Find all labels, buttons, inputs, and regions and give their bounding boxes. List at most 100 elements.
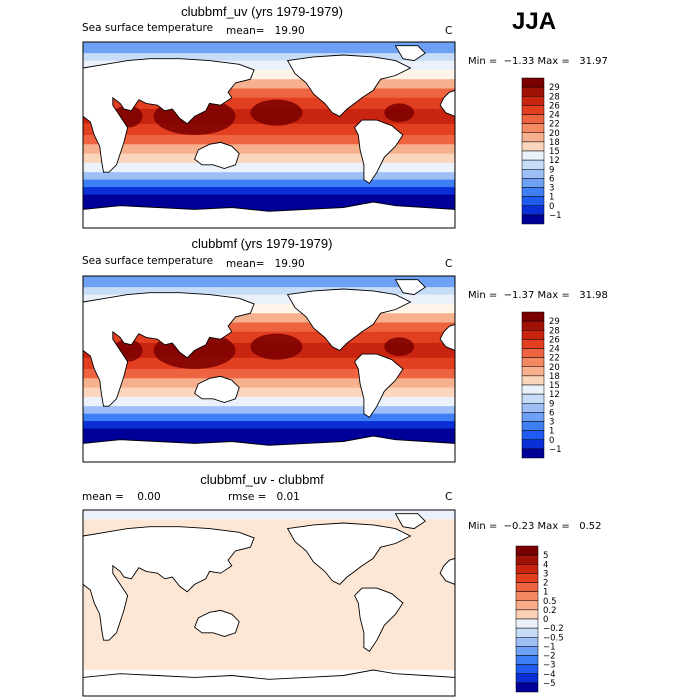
colorbar-label: 28: [549, 326, 560, 336]
colorbar-box: [521, 132, 545, 143]
colorbar-label: 15: [549, 147, 560, 157]
colorbar-label: −1: [549, 211, 562, 221]
continent-0: [82, 526, 255, 641]
colorbar-box: [515, 545, 539, 556]
colorbar-box: [521, 96, 545, 106]
colorbar-label: −0.2: [543, 624, 564, 634]
colorbar-box: [521, 105, 545, 115]
colorbar-label: 9: [549, 165, 554, 175]
colorbar-label: 15: [549, 381, 560, 391]
panel-1-minmax: Min = −1.33 Max = 31.97: [468, 56, 608, 67]
sst-band-2: [83, 294, 455, 305]
colorbar-label: 1: [543, 588, 548, 598]
colorbar-box: [521, 77, 545, 88]
colorbar-label: 24: [549, 111, 560, 121]
colorbar-box: [515, 682, 539, 693]
sst-band-3: [83, 303, 455, 314]
colorbar-label: 6: [549, 408, 554, 418]
colorbar-label: 26: [549, 335, 560, 345]
sst-band-0: [83, 276, 455, 288]
colorbar-box: [515, 618, 539, 629]
panel-2-variable: Sea surface temperature: [82, 255, 214, 267]
colorbar-label: −3: [543, 661, 556, 671]
continent-4: [354, 119, 404, 185]
colorbar-box: [521, 86, 545, 97]
sst-band-2: [83, 60, 455, 71]
continent-4: [354, 587, 404, 653]
colorbar-box: [515, 600, 539, 611]
colorbar-label: 2: [543, 579, 548, 589]
colorbar-box: [521, 348, 545, 358]
colorbar-label: 0: [549, 436, 554, 446]
colorbar-label: 20: [549, 129, 560, 139]
sst-band-13: [83, 406, 455, 415]
colorbar-box: [521, 114, 545, 124]
map-panel-2: [82, 275, 456, 463]
continent-3: [286, 54, 412, 117]
colorbar-box: [521, 439, 545, 450]
colorbar-box: [521, 196, 545, 206]
continent-2: [194, 141, 240, 169]
map-border: [82, 275, 456, 463]
sst-band-10: [83, 378, 455, 389]
colorbar-label: −1: [543, 642, 556, 652]
colorbar-label: 0.2: [543, 606, 557, 616]
colorbar-box: [521, 403, 545, 413]
panel-3-rmse: rmse = 0.01: [228, 491, 300, 503]
sst-band-12: [83, 396, 455, 407]
colorbar-label: 0: [543, 615, 548, 625]
colorbar-label: 3: [543, 569, 548, 579]
colorbar-label: −1: [549, 445, 562, 455]
sst-band-15: [83, 187, 455, 196]
colorbar-label: 12: [549, 390, 560, 400]
panel-1-mean: mean= 19.90: [226, 25, 305, 37]
sst-band-0: [83, 42, 455, 54]
colorbar-box: [515, 609, 539, 620]
panel-1-title: clubbmf_uv (yrs 1979-1979): [181, 4, 343, 19]
colorbar-box: [515, 582, 539, 592]
colorbar-box: [521, 123, 545, 133]
sst-band-8: [83, 123, 455, 136]
colorbar-box: [521, 412, 545, 422]
sst-band-4: [83, 79, 455, 89]
colorbar-box: [521, 169, 545, 179]
colorbar-label: 0.5: [543, 597, 557, 607]
sst-band-14: [83, 413, 455, 422]
sst-band-1: [83, 53, 455, 62]
continent-2: [194, 375, 240, 403]
sst-band-12: [83, 162, 455, 173]
colorbar-box: [521, 430, 545, 440]
colorbar-box: [521, 150, 545, 161]
sst-band-5: [83, 88, 455, 99]
map-panel-1: [82, 41, 456, 229]
continent-2: [194, 609, 240, 637]
warm-pool-2: [384, 337, 415, 356]
colorbar-box: [521, 393, 545, 404]
colorbar-box: [521, 214, 545, 225]
continent-0: [82, 292, 255, 407]
sst-band-8: [83, 357, 455, 370]
colorbar-label: 9: [549, 399, 554, 409]
colorbar-label: 1: [549, 193, 554, 203]
colorbar-label: 22: [549, 354, 560, 364]
sst-band-15: [83, 421, 455, 430]
panel-1-units: C: [445, 25, 453, 37]
map-border: [82, 509, 456, 697]
colorbar-box: [515, 591, 539, 601]
continent-4: [354, 353, 404, 419]
colorbar-box: [515, 627, 539, 638]
colorbar-box: [521, 205, 545, 216]
colorbar-label: 1: [549, 427, 554, 437]
map-border: [82, 41, 456, 229]
colorbar-box: [515, 664, 539, 674]
colorbar-label: 28: [549, 92, 560, 102]
colorbar-box: [515, 655, 539, 665]
continent-5: [394, 513, 426, 530]
colorbar-label: 26: [549, 101, 560, 111]
panel-2-mean: mean= 19.90: [226, 258, 305, 270]
warm-pool-1: [250, 99, 303, 126]
colorbar-box: [515, 673, 539, 684]
panel-3-mean: mean = 0.00: [82, 491, 161, 503]
